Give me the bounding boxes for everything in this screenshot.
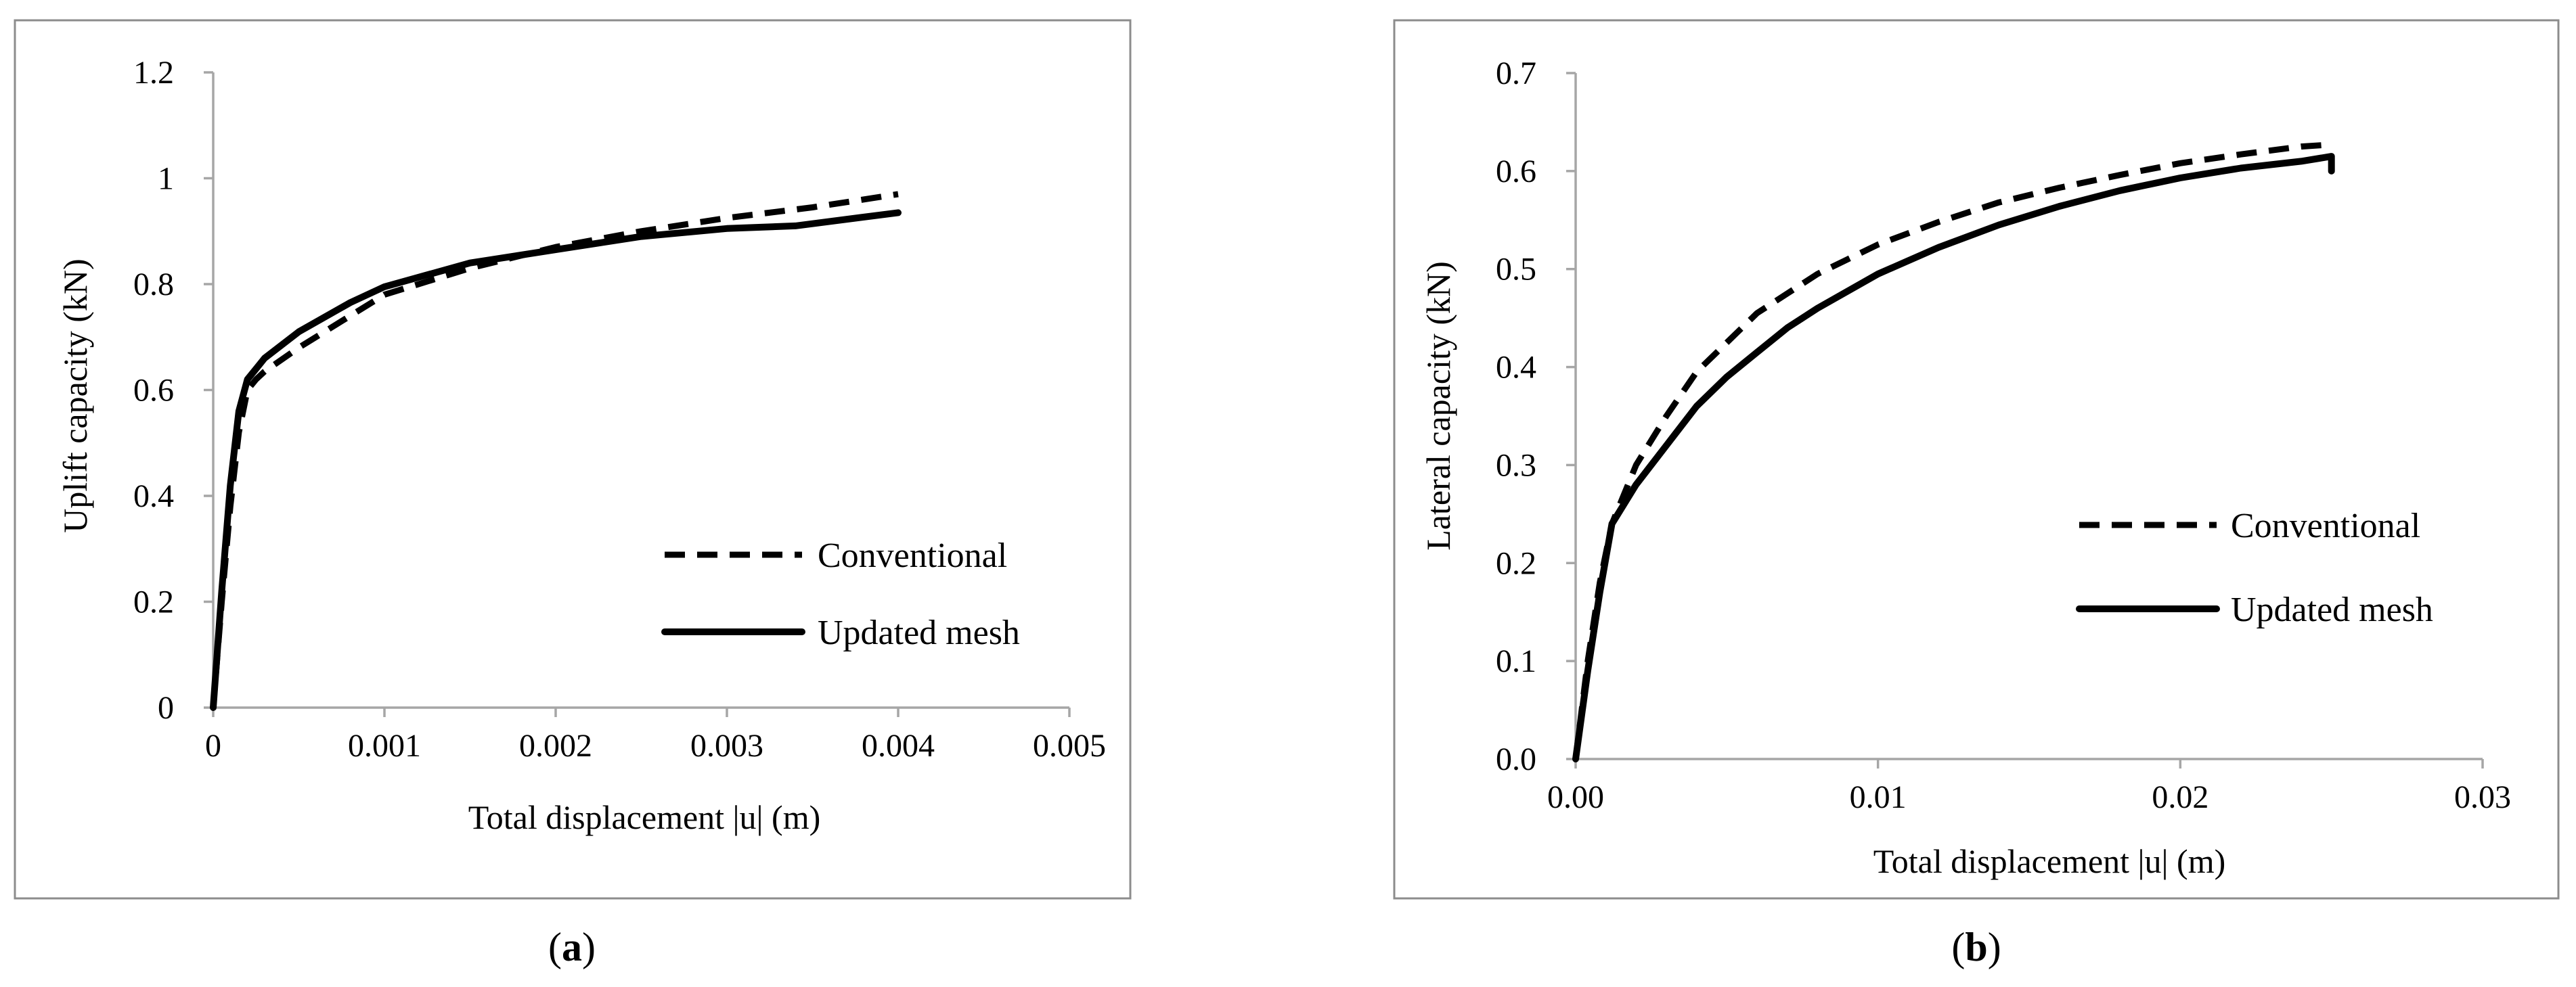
chart-a-x-tick-label: 0.002 (519, 728, 592, 764)
chart-a-x-axis-title: Total displacement |u| (m) (468, 798, 821, 836)
panel-a-caption: (a) (548, 925, 596, 969)
chart-panel-a: 0 0.2 0.4 0.6 0.8 1 1.2 0 0.001 0.002 0.003 0.004 0.… (14, 19, 1132, 900)
chart-a-frame (14, 19, 1132, 900)
chart-b-y-tick-label: 0.2 (1496, 545, 1536, 581)
chart-a-x-tick-label: 0 (205, 728, 221, 764)
chart-a-y-axis-title: Uplift capacity (kN) (56, 258, 94, 532)
chart-panel-b: 0.0 0.1 0.2 0.3 0.4 0.5 0.6 0.7 0.00 0.01 0.02 0.03… (1393, 19, 2560, 900)
chart-a-legend-label-conventional: Conventional (818, 536, 1007, 575)
chart-b-legend: Conventional Updated mesh (2076, 507, 2433, 629)
chart-a-x-tick-label: 0.001 (348, 728, 421, 764)
chart-b-legend-label-updated-mesh: Updated mesh (2231, 591, 2433, 629)
chart-b-y-tick-label: 0.1 (1496, 643, 1536, 679)
chart-b-y-tick-label: 0.4 (1496, 350, 1536, 386)
chart-b-x-tick-label: 0.02 (2152, 779, 2208, 815)
chart-b-y-axis-title: Lateral capacity (kN) (1419, 261, 1457, 551)
chart-a-plot-area: 0 0.2 0.4 0.6 0.8 1 1.2 0 0.001 0.002 0.003 0.004 0.… (133, 55, 1106, 764)
chart-b-series-updated-mesh (1572, 153, 2335, 762)
chart-a-y-tick-label: 0 (158, 690, 174, 726)
chart-a-y-tick-label: 0.8 (133, 267, 174, 302)
panel-a-letter: a (562, 925, 582, 969)
chart-b-y-tick-label: 0.6 (1496, 154, 1536, 189)
chart-b-y-tick-label: 0.0 (1496, 741, 1536, 777)
chart-a-y-tick-label: 0.6 (133, 373, 174, 409)
chart-b-x-axis-title: Total displacement |u| (m) (1873, 842, 2226, 880)
chart-a-x-tick-label: 0.005 (1033, 728, 1106, 764)
chart-b-plot-area: 0.0 0.1 0.2 0.3 0.4 0.5 0.6 0.7 0.00 0.01 0.02 0.03 (1496, 55, 2511, 815)
chart-a-x-tick-label: 0.003 (690, 728, 763, 764)
chart-a-x-tick-label: 0.004 (862, 728, 935, 764)
chart-a-y-tick-label: 0.2 (133, 584, 174, 620)
chart-b-y-tick-label: 0.3 (1496, 447, 1536, 483)
chart-b-x-tick-label: 0.01 (1850, 779, 1907, 815)
chart-b-legend-label-conventional: Conventional (2231, 507, 2420, 545)
chart-b-frame (1393, 19, 2560, 900)
chart-b-y-tick-label: 0.5 (1496, 252, 1536, 288)
chart-b-x-tick-label: 0.00 (1547, 779, 1604, 815)
chart-a-legend-label-updated-mesh: Updated mesh (818, 614, 1020, 652)
panel-b-letter: b (1965, 925, 1987, 969)
chart-a-legend: Conventional Updated mesh (661, 536, 1020, 652)
chart-a-series-updated-mesh (210, 209, 902, 711)
chart-a-y-tick-label: 0.4 (133, 478, 174, 514)
chart-a-y-tick-label: 1 (158, 161, 174, 197)
chart-b-x-tick-label: 0.03 (2454, 779, 2511, 815)
chart-a-y-tick-label: 1.2 (133, 55, 174, 91)
panel-b-caption: (b) (1951, 925, 2001, 969)
chart-b-y-tick-label: 0.7 (1496, 55, 1536, 91)
